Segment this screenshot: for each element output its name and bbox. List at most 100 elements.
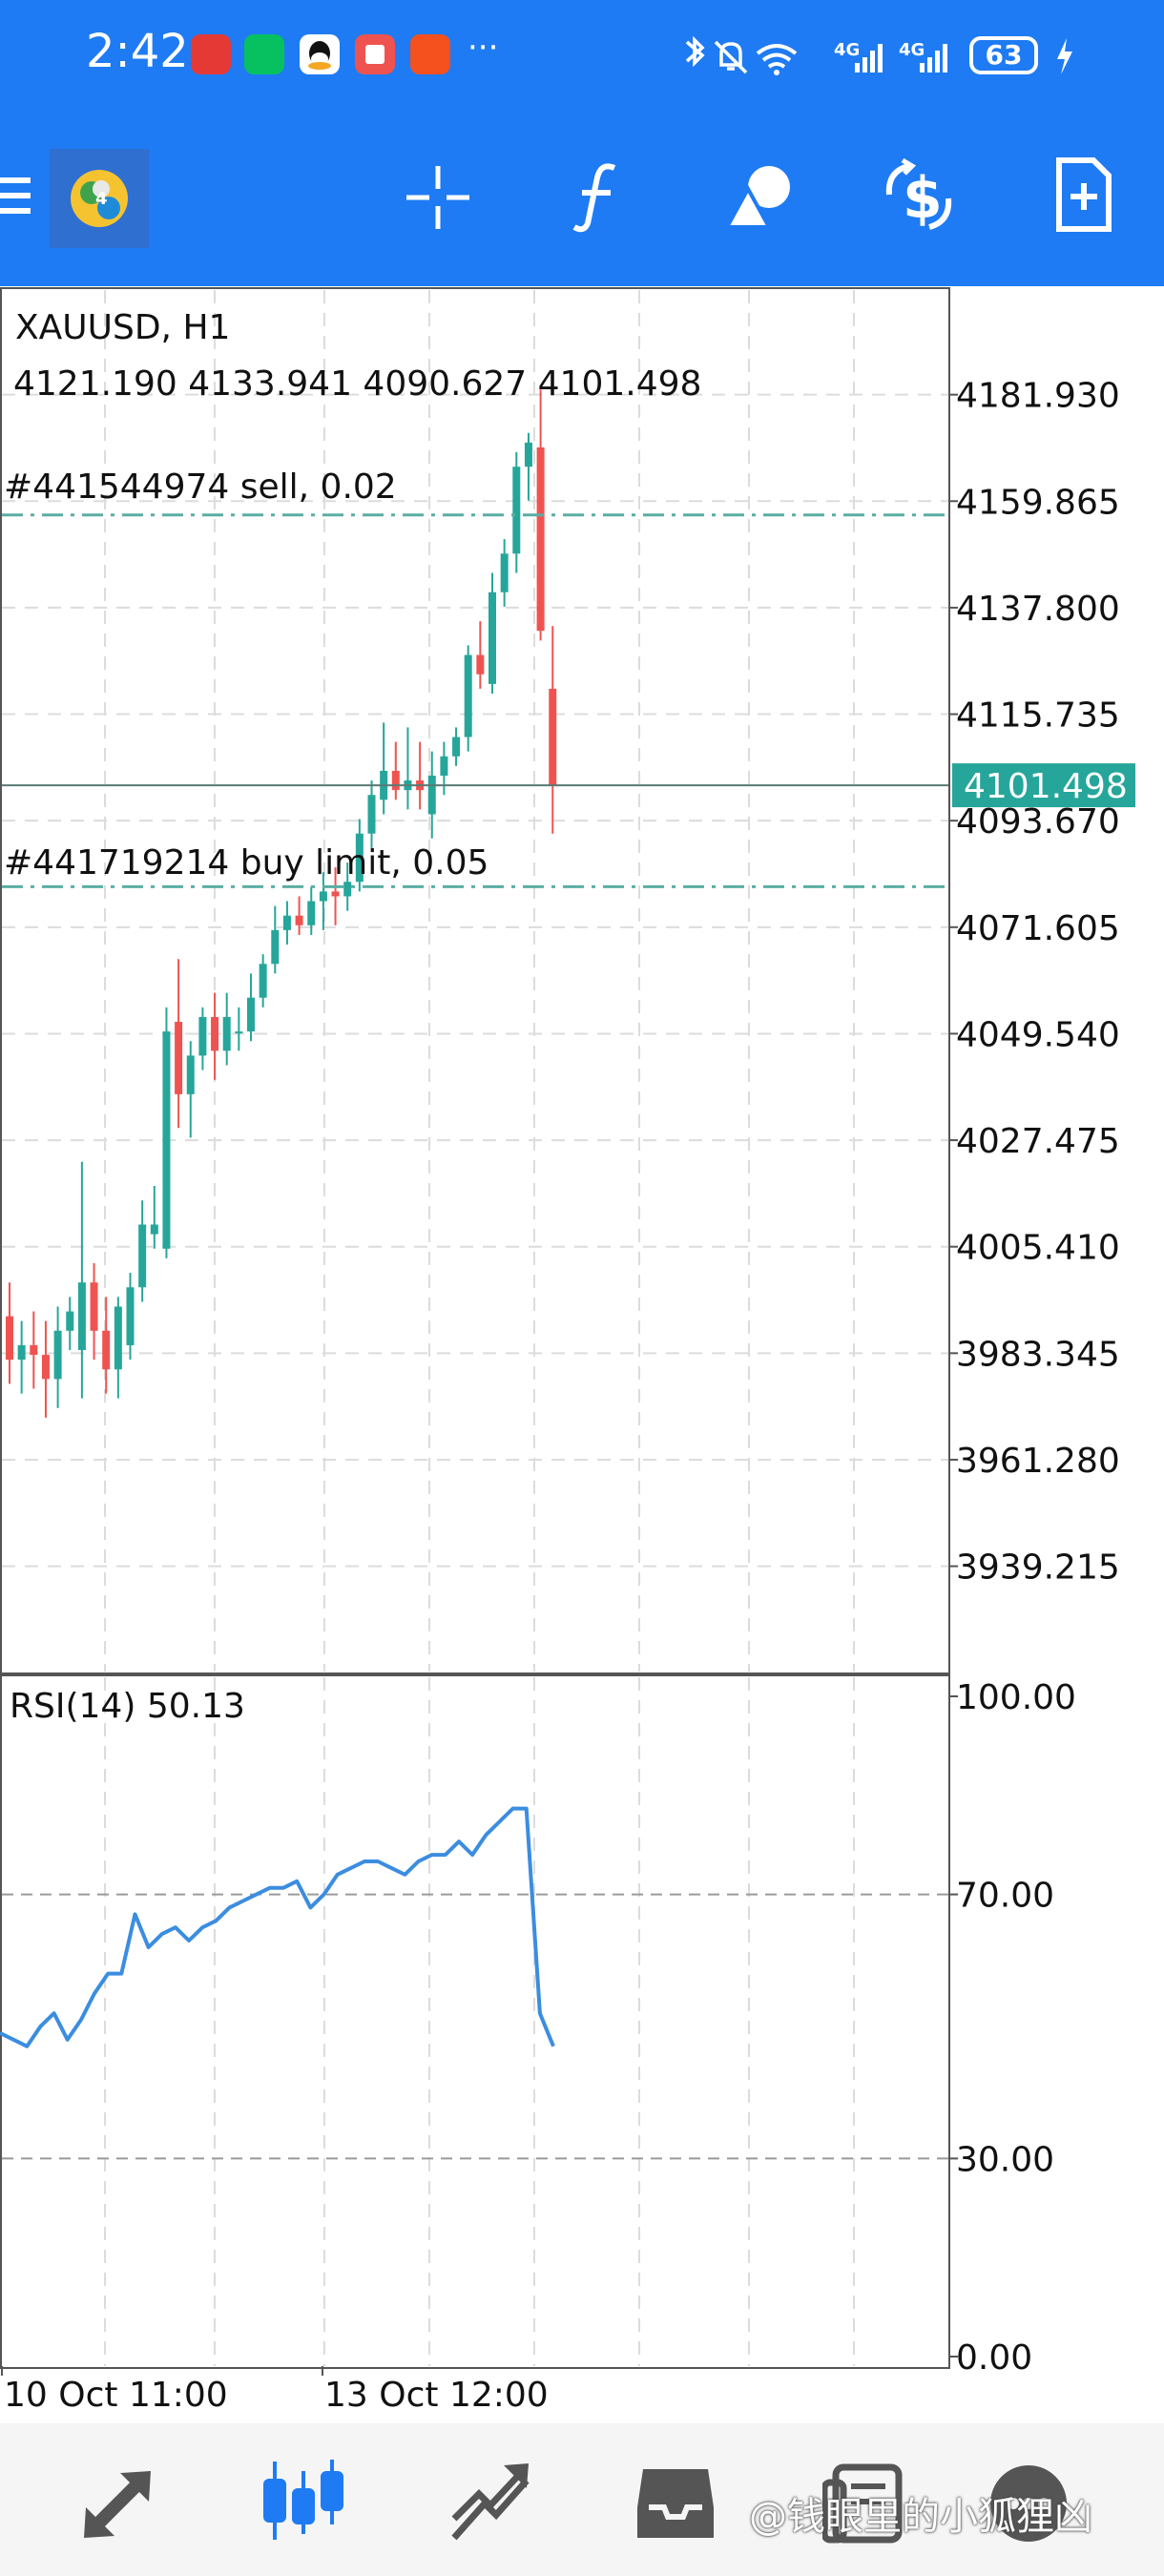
watermark-text: @钱眼里的小狐狸凶 — [749, 2495, 1092, 2539]
svg-text:4G: 4G — [899, 40, 925, 60]
ohlc-label: 4121.190 4133.941 4090.627 4101.498 — [13, 364, 701, 404]
charging-icon — [1057, 38, 1072, 74]
menu-icon[interactable] — [0, 174, 34, 218]
order-lines — [2, 513, 948, 888]
candle-body — [186, 1055, 195, 1094]
messages-icon[interactable] — [988, 2463, 1069, 2544]
price-axis-label: 3983.345 — [956, 1335, 1120, 1374]
candle-body — [295, 915, 303, 925]
status-overflow: ··· — [468, 29, 499, 67]
objects-icon[interactable] — [725, 162, 794, 231]
candle-body — [102, 1330, 111, 1370]
taobao-app-icon — [410, 34, 450, 74]
candle-body — [500, 553, 509, 592]
candle-body — [319, 891, 327, 902]
candle-body — [114, 1306, 122, 1370]
candle-body — [235, 1031, 243, 1034]
candle-body — [138, 1224, 147, 1288]
current-price-badge — [952, 763, 1135, 808]
price-axis-label: 4071.605 — [956, 909, 1120, 948]
chart-area[interactable]: 4181.930 4159.865 4137.800 4115.735 4093.670… — [0, 286, 1164, 2423]
candle-body — [476, 654, 485, 675]
candle-body — [259, 964, 267, 998]
grid-lines — [2, 290, 948, 2366]
candle-body — [367, 795, 376, 834]
candle-body — [162, 1031, 171, 1249]
crosshair-icon[interactable] — [405, 164, 471, 231]
svg-text:$: $ — [903, 165, 943, 232]
candle-body — [150, 1224, 158, 1235]
price-axis-label: 4027.475 — [956, 1122, 1120, 1161]
news-icon[interactable] — [822, 2463, 903, 2544]
candle-body — [222, 1016, 231, 1051]
rsi-label: RSI(14) 50.13 — [10, 1687, 245, 1726]
wifi-icon — [756, 44, 798, 69]
candle-body — [549, 688, 557, 786]
candle-body — [512, 467, 521, 554]
candle-body — [355, 833, 364, 883]
price-axis-label: 4049.540 — [956, 1015, 1120, 1054]
new-order-icon[interactable] — [1053, 156, 1114, 233]
toolbar: 4 $ — [0, 114, 1164, 286]
candle-body — [247, 997, 255, 1032]
price-axis-label: 4159.865 — [956, 483, 1120, 522]
candle-body — [464, 654, 472, 737]
wechat-app-icon — [244, 34, 284, 74]
rsi-axis-label: 0.00 — [956, 2338, 1032, 2378]
svg-text:4: 4 — [95, 189, 108, 209]
price-axis-label: 4181.930 — [956, 377, 1120, 416]
candle-body — [488, 592, 496, 684]
candle-body — [440, 756, 448, 776]
status-time: 2:42 — [86, 25, 189, 78]
candle-body — [524, 442, 532, 467]
trade-tab-icon[interactable] — [450, 2462, 530, 2542]
rsi-line — [0, 1806, 555, 2048]
price-axis-label: 4137.800 — [956, 590, 1120, 629]
rsi-axis-label: 30.00 — [956, 2140, 1054, 2179]
candle-body — [282, 915, 291, 930]
rsi-axis: 100.00 70.00 30.00 0.00 — [949, 1678, 1076, 2378]
svg-text:4G: 4G — [834, 40, 860, 60]
candle-body — [6, 1316, 13, 1361]
rsi-layer — [0, 1806, 948, 2160]
candle-body — [41, 1355, 50, 1380]
candle-body — [175, 1022, 183, 1094]
candle-body — [30, 1344, 38, 1356]
quotes-icon[interactable] — [78, 2465, 156, 2544]
candle-body — [66, 1311, 74, 1331]
candle-body — [90, 1282, 98, 1331]
candle-body — [17, 1344, 26, 1361]
trade-icon[interactable]: $ — [882, 158, 958, 235]
bottom-nav — [0, 2423, 1164, 2576]
symbol-label: XAUUSD, H1 — [15, 308, 230, 347]
price-axis: 4181.930 4159.865 4137.800 4115.735 4093.670… — [949, 377, 1120, 1588]
bluetooth-icon — [685, 35, 705, 68]
chart-icon[interactable] — [263, 2458, 343, 2544]
price-axis-label: 4115.735 — [956, 696, 1120, 736]
history-icon[interactable] — [635, 2465, 716, 2542]
app-logo[interactable]: 4 — [50, 149, 149, 248]
price-panel — [0, 287, 950, 1674]
buy-limit-order-label[interactable]: #441719214 buy limit, 0.05 — [4, 843, 488, 883]
price-axis-label: 4093.670 — [956, 802, 1120, 841]
candle-body — [536, 447, 545, 632]
rsi-axis-label: 100.00 — [956, 1678, 1076, 1717]
candle-body — [331, 891, 340, 897]
price-axis-label: 3961.280 — [956, 1442, 1120, 1481]
candles-layer — [6, 389, 557, 1418]
status-indicators: 4G 4G — [685, 35, 947, 75]
indicators-icon[interactable] — [569, 160, 626, 233]
rsi-panel — [0, 1674, 950, 2369]
rsi-axis-label: 70.00 — [956, 1877, 1054, 1916]
candle-body — [211, 1016, 219, 1051]
sell-order-label[interactable]: #441544974 sell, 0.02 — [4, 467, 397, 507]
candle-body — [77, 1282, 86, 1351]
candle-body — [198, 1016, 207, 1056]
candle-body — [427, 775, 436, 815]
qq-app-icon — [300, 34, 340, 74]
huawei-app-icon — [191, 34, 231, 74]
candle-body — [307, 901, 316, 925]
candle-body — [452, 737, 461, 757]
candle-body — [126, 1287, 135, 1345]
candle-body — [271, 929, 280, 965]
